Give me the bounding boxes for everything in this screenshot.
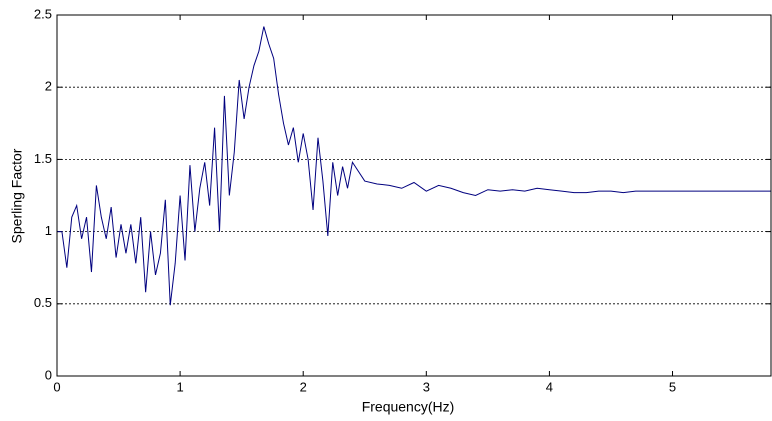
- data-line: [57, 26, 771, 306]
- y-tick-label: 0.5: [34, 295, 52, 310]
- y-tick-label: 2: [45, 79, 52, 94]
- x-tick-label: 2: [300, 379, 307, 394]
- plot-area: [57, 15, 771, 376]
- x-tick-label: 1: [176, 379, 183, 394]
- y-tick-label: 2.5: [34, 6, 52, 21]
- y-tick-label: 0: [45, 367, 52, 382]
- x-tick-label: 4: [546, 379, 553, 394]
- x-tick-label: 0: [53, 379, 60, 394]
- y-axis-label: Sperling Factor: [9, 148, 25, 243]
- x-tick-label: 3: [423, 379, 430, 394]
- axes-box: [56, 14, 772, 377]
- y-tick-label: 1.5: [34, 151, 52, 166]
- y-tick-label: 1: [45, 223, 52, 238]
- x-axis-label: Frequency(Hz): [362, 399, 455, 415]
- x-tick-label: 5: [669, 379, 676, 394]
